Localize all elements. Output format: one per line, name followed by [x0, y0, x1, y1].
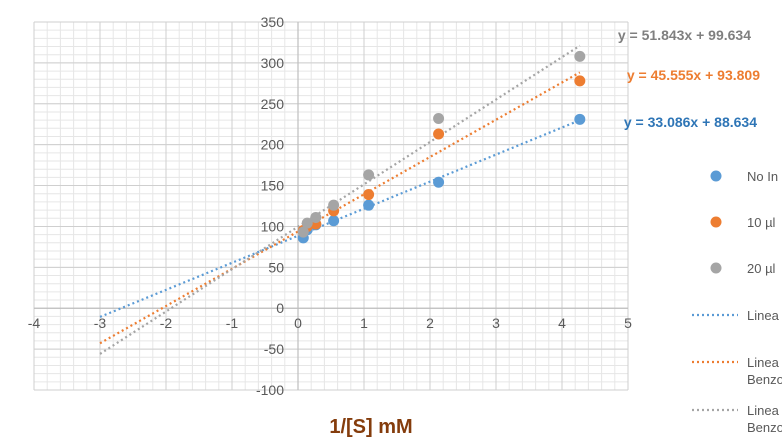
y-tick-label: 300: [261, 55, 285, 71]
y-tick-label: 0: [276, 300, 284, 316]
data-point: [297, 226, 309, 238]
data-point: [363, 199, 375, 211]
legend-line-label: Benzo: [747, 372, 782, 387]
x-axis-label: 1/[S] mM: [329, 416, 412, 438]
x-tick-label: -3: [94, 315, 107, 331]
legend-line-label: Linea: [747, 355, 780, 370]
legend-marker: [710, 170, 722, 182]
x-tick-label: 0: [294, 315, 302, 331]
legend-line-label: Benzo: [747, 420, 782, 435]
trendline: [99, 119, 581, 318]
data-point: [328, 199, 340, 211]
chart-trendlines: [99, 44, 581, 355]
y-tick-label: 350: [261, 14, 285, 30]
data-point: [328, 215, 340, 227]
trendline-equation: y = 51.843x + 99.634: [618, 27, 751, 43]
chart-points: [297, 50, 586, 244]
x-tick-label: -1: [226, 315, 239, 331]
data-point: [301, 217, 313, 229]
x-tick-label: -2: [160, 315, 173, 331]
data-point: [574, 75, 586, 87]
chart-axes: [34, 22, 628, 390]
trendline: [99, 71, 581, 345]
data-point: [574, 113, 586, 125]
legend-line-label: Linea: [747, 403, 780, 418]
data-point: [574, 50, 586, 62]
legend-marker: [710, 262, 722, 274]
legend-label: No In: [747, 169, 778, 184]
trendline: [99, 44, 581, 355]
x-tick-label: 3: [492, 315, 500, 331]
legend-label: 20 µl: [747, 261, 776, 276]
y-tick-label: 150: [261, 178, 285, 194]
x-tick-label: 1: [360, 315, 368, 331]
data-point: [433, 176, 445, 188]
y-tick-label: 100: [261, 218, 285, 234]
y-tick-label: 200: [261, 137, 285, 153]
chart-legend: No In 10 µl 20 µl Linea Linea Benzo Linea Benzo: [692, 169, 782, 435]
x-tick-label: 4: [558, 315, 566, 331]
chart-equations: y = 33.086x + 88.634 y = 45.555x + 93.809…: [618, 27, 760, 130]
y-tick-label: -50: [264, 341, 284, 357]
x-tick-label: 5: [624, 315, 632, 331]
x-tick-label: 2: [426, 315, 434, 331]
trendline-equation: y = 33.086x + 88.634: [624, 114, 757, 130]
legend-label: 10 µl: [747, 215, 776, 230]
data-point: [433, 128, 445, 140]
y-tick-label: 250: [261, 96, 285, 112]
chart-tick-labels: -4 -3 -2 -1 0 1 2 3 4 5 -100 -50 0 50 100 150 200 250 300 3…: [28, 14, 632, 398]
legend-line-label: Linea: [747, 308, 780, 323]
chart-grid: [33, 21, 629, 391]
y-tick-label: -100: [256, 382, 284, 398]
trendline-equation: y = 45.555x + 93.809: [627, 67, 760, 83]
data-point: [310, 211, 322, 223]
legend-marker: [710, 216, 722, 228]
data-point: [363, 189, 375, 201]
data-point: [433, 112, 445, 124]
data-point: [363, 169, 375, 181]
x-tick-label: -4: [28, 315, 41, 331]
y-tick-label: 50: [268, 259, 284, 275]
